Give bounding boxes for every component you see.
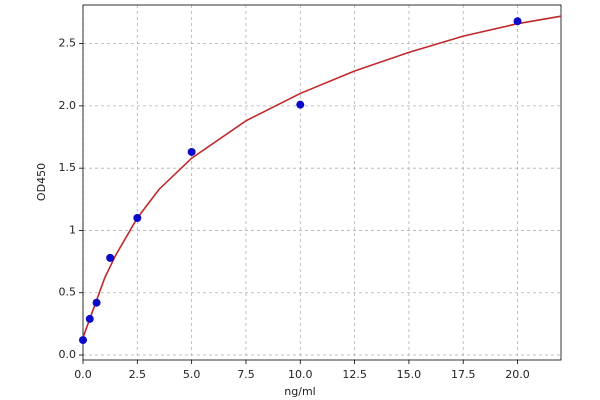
data-point	[92, 298, 101, 307]
fit-curve	[82, 15, 562, 338]
y-axis-label: OD450	[35, 163, 48, 201]
y-tick-label: 0.0	[59, 348, 77, 361]
x-tick-label: 7.5	[237, 368, 255, 381]
x-tick-label: 5.0	[183, 368, 201, 381]
x-axis-label: ng/ml	[284, 385, 315, 398]
x-tick-label: 2.5	[129, 368, 147, 381]
data-point	[296, 100, 305, 109]
x-tick-label: 17.5	[451, 368, 476, 381]
data-point	[513, 17, 522, 26]
data-point	[79, 336, 87, 345]
data-point	[85, 314, 94, 323]
y-tick-label: 2.0	[59, 99, 77, 112]
x-tick-label: 15.0	[397, 368, 422, 381]
x-tick-label: 20.0	[505, 368, 530, 381]
x-tick-label: 10.0	[288, 368, 313, 381]
y-tick-label: 1.5	[59, 161, 77, 174]
x-tick-label: 12.5	[342, 368, 367, 381]
data-point	[106, 253, 115, 262]
data-point	[133, 214, 142, 222]
plot-frame	[82, 4, 562, 361]
y-tick-label: 2.5	[59, 37, 77, 50]
y-tick-label: 1	[69, 223, 76, 236]
x-tick-label: 0.0	[74, 368, 92, 381]
y-tick-label: 0.5	[59, 286, 77, 299]
data-point	[187, 147, 196, 156]
